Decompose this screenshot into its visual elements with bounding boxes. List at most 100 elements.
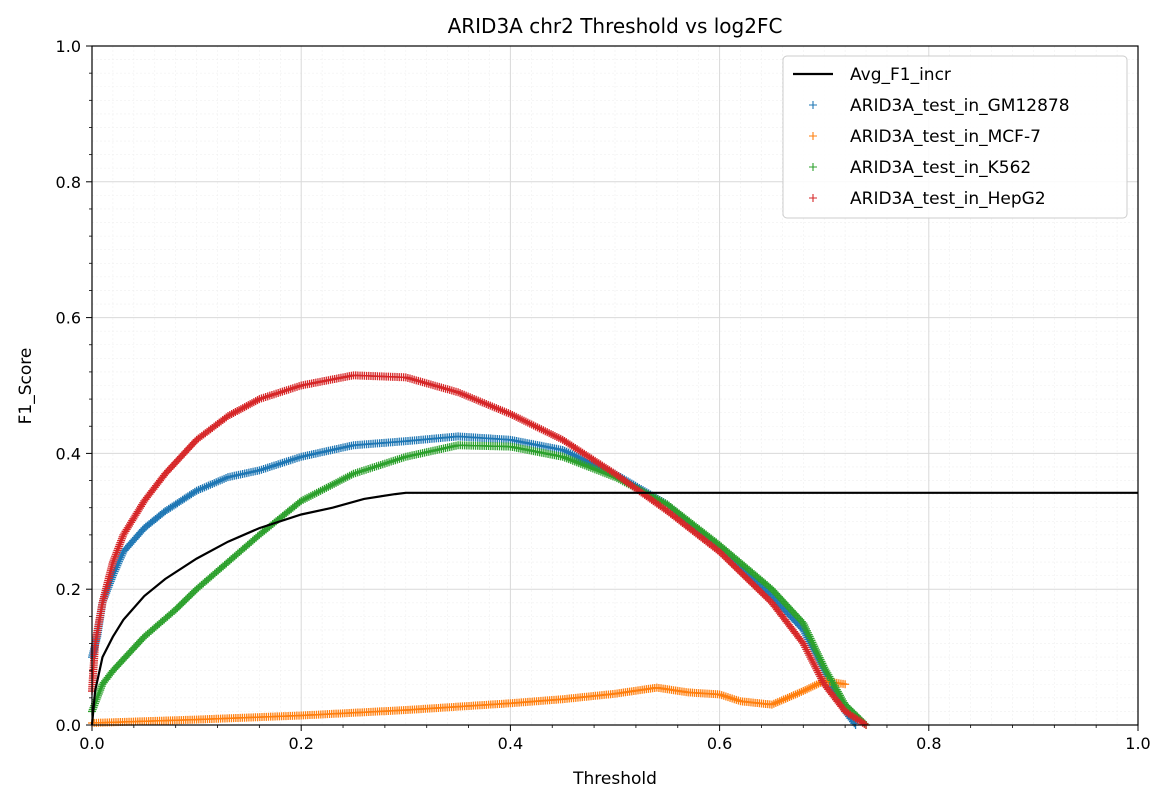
data-point: [231, 408, 240, 417]
data-point: [328, 480, 337, 489]
data-point: [233, 407, 242, 416]
data-point: [592, 466, 601, 475]
data-point: [566, 455, 575, 464]
data-point: [799, 639, 808, 648]
data-point: [860, 719, 869, 728]
data-point: [326, 481, 335, 490]
data-point: [817, 657, 826, 666]
data-point: [787, 692, 796, 701]
data-point: [808, 656, 817, 665]
data-point: [95, 688, 104, 697]
data-point: [800, 621, 809, 630]
data-point: [537, 425, 546, 434]
data-point: [596, 467, 605, 476]
data-point: [247, 399, 256, 408]
data-point: [552, 432, 561, 441]
data-point: [506, 410, 515, 419]
data-point: [240, 403, 249, 412]
data-point: [584, 462, 593, 471]
data-point: [558, 452, 567, 461]
legend: Avg_F1_incr ARID3A_test_in_GM12878 ARID3A_…: [782, 55, 1128, 219]
data-point: [800, 641, 809, 650]
data-point: [811, 644, 820, 653]
data-point: [324, 482, 333, 491]
data-point: [223, 412, 232, 421]
legend-marker-swatch: [809, 101, 817, 109]
data-point: [494, 405, 503, 414]
data-point: [454, 388, 463, 397]
data-point: [196, 485, 205, 494]
y-axis-title: F1_Score: [16, 348, 36, 425]
data-point: [210, 479, 219, 488]
data-point: [795, 688, 804, 697]
data-point: [803, 647, 812, 656]
data-point: [600, 469, 609, 478]
data-point: [504, 409, 513, 418]
legend-box: [782, 55, 1128, 219]
data-point: [500, 407, 509, 416]
data-point: [194, 485, 203, 494]
data-point: [347, 470, 356, 479]
data-point: [478, 398, 487, 407]
legend-label: ARID3A_test_in_HepG2: [850, 189, 1046, 209]
data-point: [343, 472, 352, 481]
data-point: [460, 390, 469, 399]
data-point: [570, 457, 579, 466]
data-point: [304, 492, 313, 501]
legend-marker-swatch: [809, 132, 817, 140]
data-point: [558, 446, 567, 455]
series-line-Avg_F1_incr: [90, 491, 1138, 726]
data-point: [206, 480, 215, 489]
data-point: [806, 653, 815, 662]
y-tick-label: 0.6: [56, 309, 81, 328]
data-point: [238, 404, 247, 413]
data-point: [588, 464, 597, 473]
data-point: [482, 399, 491, 408]
data-point: [801, 686, 810, 695]
data-point: [594, 466, 603, 475]
data-point: [560, 446, 569, 455]
data-point: [214, 477, 223, 486]
data-point: [490, 403, 499, 412]
data-point: [110, 554, 119, 563]
data-point: [767, 700, 776, 709]
data-point: [96, 686, 105, 695]
data-point: [242, 402, 251, 411]
data-point: [801, 622, 810, 631]
data-point: [514, 413, 523, 422]
data-point: [783, 693, 792, 702]
data-point: [841, 680, 850, 689]
data-point: [539, 426, 548, 435]
legend-label: ARID3A_test_in_K562: [850, 158, 1031, 178]
data-point: [818, 659, 827, 668]
data-point: [225, 411, 234, 420]
data-point: [805, 632, 814, 641]
x-tick-label: 0.8: [916, 734, 941, 753]
data-point: [312, 488, 321, 497]
data-point: [488, 402, 497, 411]
data-point: [816, 672, 825, 681]
data-point: [807, 655, 816, 664]
data-point: [244, 401, 253, 410]
data-point: [198, 484, 207, 493]
data-point: [811, 662, 820, 671]
data-point: [590, 465, 599, 474]
data-point: [316, 486, 325, 495]
data-point: [337, 475, 346, 484]
data-point: [486, 401, 495, 410]
data-point: [815, 653, 824, 662]
y-tick-label: 1.0: [56, 37, 81, 56]
data-point: [814, 651, 823, 660]
series-ARID3A_test_in_K562: [88, 441, 871, 729]
data-point: [807, 636, 816, 645]
data-point: [218, 475, 227, 484]
data-point: [564, 455, 573, 464]
data-point: [789, 691, 798, 700]
data-point: [498, 406, 507, 415]
data-point: [118, 532, 127, 541]
plot-frame: [91, 45, 1139, 726]
data-point: [492, 404, 501, 413]
data-point: [578, 460, 587, 469]
data-point: [531, 422, 540, 431]
series-ARID3A_test_in_HepG2: [88, 371, 871, 729]
